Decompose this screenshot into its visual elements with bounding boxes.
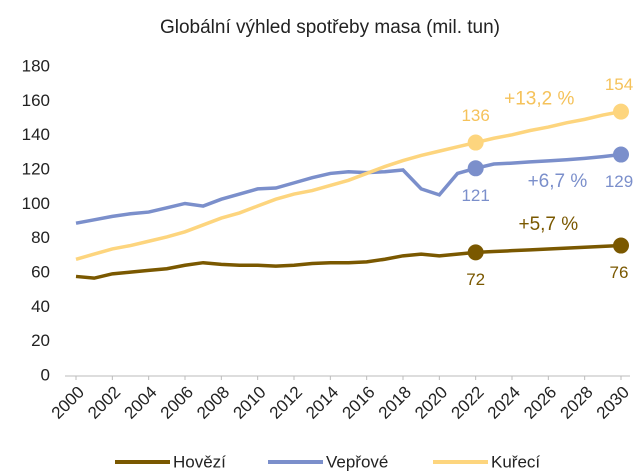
x-tick-label: 2018 [375,383,415,423]
legend-label: Hovězí [173,452,226,471]
point-marker [613,146,629,163]
x-tick-label: 2024 [484,383,524,423]
x-tick-label: 2026 [520,383,560,423]
x-tick-label: 2006 [157,383,197,423]
data-label: 76 [610,263,629,282]
y-tick-label: 20 [31,331,50,350]
series-line [75,109,622,261]
legend-label: Vepřové [326,452,388,471]
chart-title: Globální výhled spotřeby masa (mil. tun) [160,17,500,38]
y-tick-label: 160 [22,91,50,110]
x-tick-label: 2008 [193,383,233,423]
series-line [75,243,622,280]
annotation: +6,7 % [528,171,588,192]
x-tick-label: 2022 [447,383,487,423]
data-label: 129 [605,172,633,191]
annotation: +13,2 % [504,89,574,110]
y-tick-label: 100 [22,194,50,213]
data-label: 136 [461,106,489,125]
y-tick-label: 180 [22,56,50,75]
x-tick-label: 2030 [593,383,633,423]
series-line [75,152,622,225]
point-marker [613,237,629,254]
y-tick-label: 0 [41,365,50,384]
x-tick-label: 2028 [556,383,596,423]
x-tick-label: 2016 [338,383,378,423]
point-marker [467,134,484,151]
y-tick-label: 60 [31,262,50,281]
x-tick-label: 2020 [411,383,451,423]
y-tick-label: 140 [22,125,50,144]
x-tick-label: 2002 [84,383,124,423]
point-marker [613,103,629,120]
point-marker [467,160,484,177]
x-tick-label: 2012 [266,383,306,423]
y-tick-label: 120 [22,159,50,178]
legend-label: Kuřecí [491,452,540,471]
y-tick-label: 80 [31,228,50,247]
data-label: 121 [461,186,489,205]
x-tick-label: 2014 [302,383,342,423]
x-tick-label: 2010 [229,383,269,423]
y-tick-label: 40 [31,297,50,316]
data-label: 72 [466,270,485,289]
annotation: +5,7 % [518,214,578,235]
x-tick-label: 2000 [48,383,88,423]
data-label: 154 [605,75,633,94]
point-marker [467,244,484,261]
x-tick-label: 2004 [120,383,160,423]
